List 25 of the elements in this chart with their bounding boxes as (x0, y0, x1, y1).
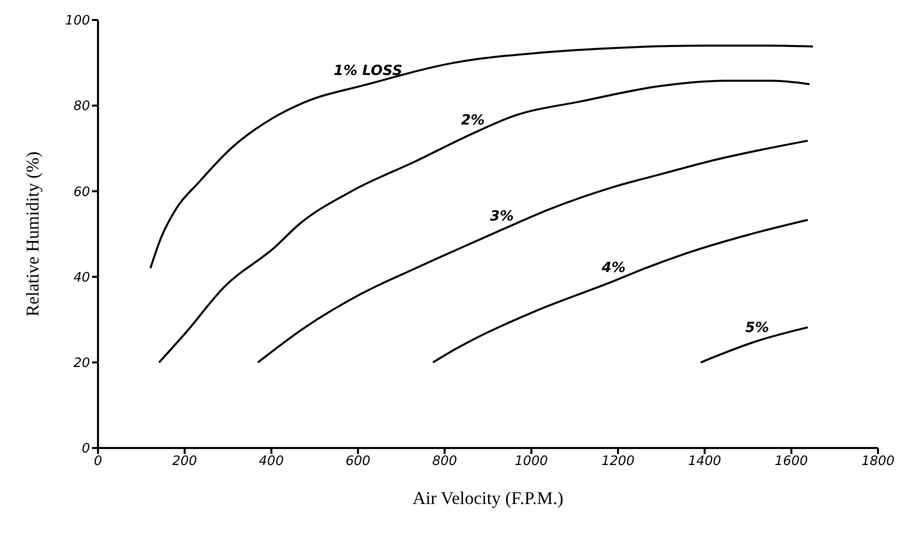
line-series (256, 140, 809, 364)
series-label: 3% (490, 208, 514, 225)
y-tick-label: 100 (65, 14, 90, 29)
series-label: 2% (460, 112, 485, 128)
x-tick-label: 400 (258, 454, 284, 470)
y-tick-label: 0 (82, 442, 90, 457)
line-series (158, 80, 811, 364)
y-axis-title: Relative Humidity (%) (22, 152, 42, 316)
series-label: 1% LOSS (334, 63, 402, 80)
x-axis-title: Air Velocity (F.P.M.) (412, 488, 564, 508)
x-tick-label: 800 (432, 454, 458, 470)
x-tick-label: 1800 (861, 454, 895, 470)
x-tick-label: 600 (346, 454, 370, 470)
y-tick-label: 80 (73, 99, 90, 114)
x-tick-label: 1400 (688, 454, 722, 470)
y-tick-label: 60 (73, 184, 90, 200)
series-label: 5% (745, 320, 769, 336)
x-tick-label: 1200 (601, 454, 635, 470)
y-tick-label: 20 (73, 356, 90, 372)
y-tick-label: 40 (73, 270, 90, 286)
x-tick-label: 1600 (774, 454, 808, 470)
x-tick-label: 200 (172, 454, 198, 470)
x-tick-label: 1000 (514, 454, 548, 470)
series-label: 4% (600, 260, 626, 276)
x-tick-label: 0 (94, 454, 102, 470)
